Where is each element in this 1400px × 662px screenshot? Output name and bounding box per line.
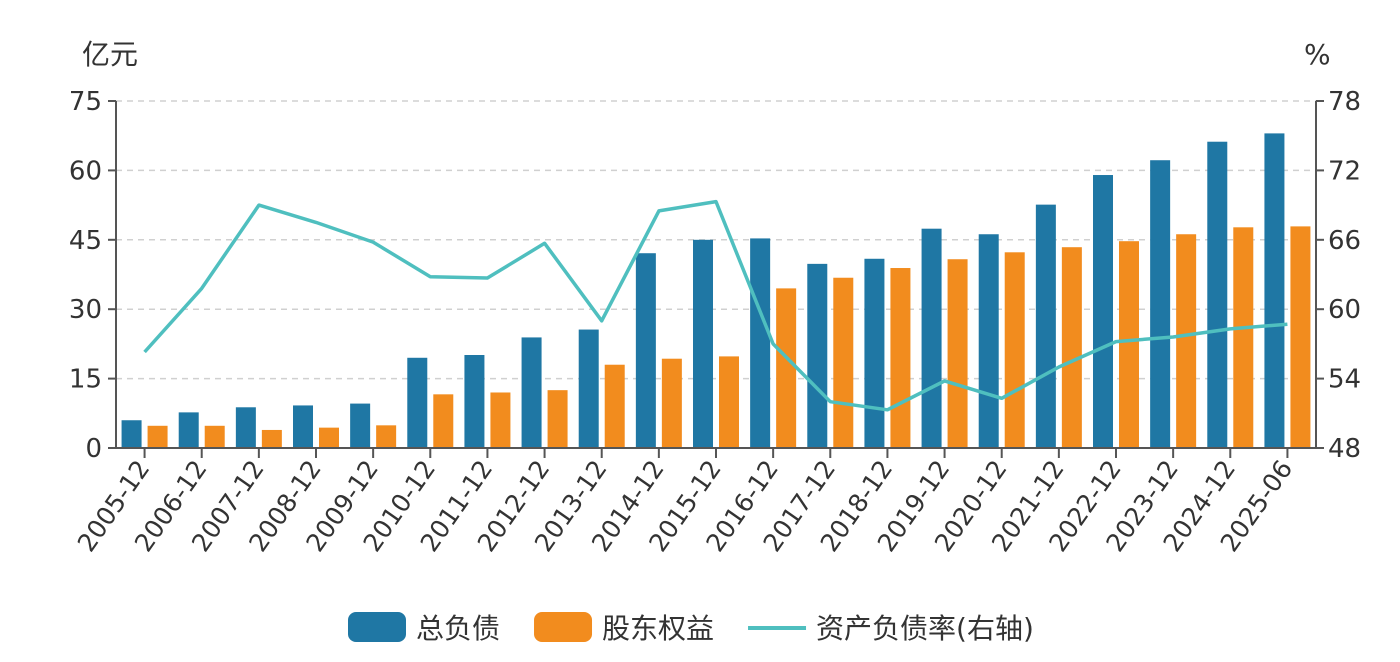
legend-equity: 股东权益 [534,612,714,645]
ratio-line-group [143,199,1288,412]
equity-bar [433,394,454,448]
total-liabilities-bar [464,355,485,448]
legend-swatch [348,612,406,642]
total-liabilities-bar [178,412,199,448]
equity-bar [776,288,797,448]
right-tick-label: 60 [1328,295,1361,325]
equity-bar [890,268,911,448]
legend-label: 资产负债率(右轴) [816,612,1034,645]
right-tick-label: 78 [1328,87,1361,117]
debt-ratio-line [143,199,1288,412]
total-liabilities-bar [921,228,942,448]
equity-bar [833,277,854,448]
total-liabilities-bar [635,253,656,448]
equity-bar [490,392,511,448]
total-liabilities-bar [864,258,885,448]
legend: 总负债 股东权益 资产负债率(右轴) [348,612,1034,645]
right-tick-label: 66 [1328,226,1361,256]
gridlines [116,100,1316,380]
left-tick-label: 30 [69,295,102,325]
legend-debt-ratio: 资产负债率(右轴) [748,612,1034,645]
legend-label: 股东权益 [602,612,714,645]
equity-bar [1290,226,1311,448]
right-tick-label: 48 [1328,434,1361,464]
equity-bar [604,364,625,448]
left-tick-label: 75 [69,87,102,117]
equity-bar [547,390,568,448]
legend-swatch [534,612,593,642]
legend-label: 总负债 [416,612,500,645]
equity-bar [147,425,168,448]
equity-bar [1119,241,1139,448]
total-liabilities-bar [978,234,999,448]
total-liabilities-bar [121,420,142,448]
total-liabilities-bar [1150,160,1171,449]
equity-bar [661,358,682,448]
total-liabilities-bar [1035,204,1056,448]
total-liabilities-bar [235,407,256,448]
equity-bar [1004,252,1025,448]
equity-bar [719,356,739,448]
total-liabilities-bar [350,403,371,448]
equity-bar [1233,227,1254,448]
equity-bar [261,429,282,448]
total-liabilities-bar [578,329,599,448]
total-liabilities-bar [293,405,313,448]
left-tick-label: 45 [69,226,102,256]
total-liabilities-bar [1093,175,1113,448]
equity-bar [319,427,339,448]
total-liabilities-bar [521,337,542,448]
right-tick-label: 54 [1328,365,1361,395]
equity-bar [204,425,225,448]
right-tick-label: 72 [1328,156,1361,186]
left-axis-unit: 亿元 [82,38,138,71]
right-axis-unit: % [1304,38,1331,71]
total-liabilities-bar [1264,133,1285,449]
equity-bar [376,425,397,448]
equity-bar [1061,247,1082,448]
total-liabilities-bar [1207,141,1228,448]
legend-total-liabilities: 总负债 [348,612,500,645]
left-tick-label: 15 [69,365,102,395]
total-liabilities-bar [807,263,828,448]
left-tick-label: 0 [85,434,102,464]
equity-bar [1176,234,1197,448]
total-liabilities-bar [750,238,771,448]
total-liabilities-bar [407,357,428,448]
bars [121,133,1311,449]
equity-bar [947,259,968,448]
left-tick-label: 60 [69,156,102,186]
total-liabilities-bar [693,239,713,448]
